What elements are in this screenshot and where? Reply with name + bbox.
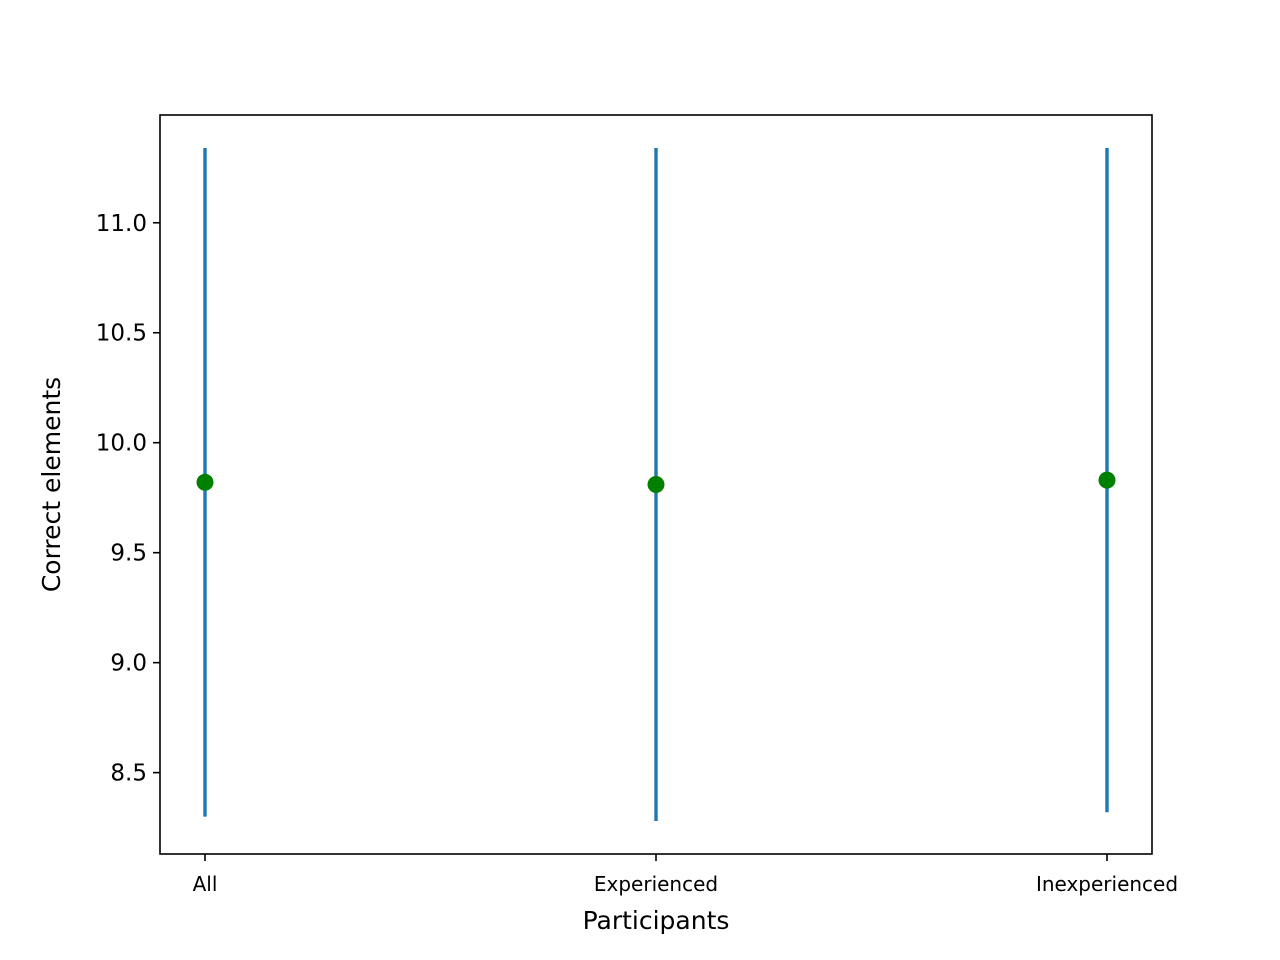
- x-tick-label: Experienced: [594, 872, 718, 896]
- x-tick-label: Inexperienced: [1036, 872, 1178, 896]
- y-tick-label: 9.5: [110, 541, 147, 567]
- y-axis-label: Correct elements: [37, 377, 66, 592]
- x-axis-ticks: All Experienced Inexperienced: [193, 854, 1178, 896]
- y-tick-label: 10.0: [96, 431, 147, 457]
- y-axis-ticks: 8.5 9.0 9.5 10.0 10.5 11.0: [96, 211, 160, 787]
- x-tick-label: All: [193, 872, 218, 896]
- y-tick-label: 8.5: [110, 761, 147, 787]
- plot-area: [196, 147, 1116, 822]
- data-point: [647, 476, 665, 493]
- y-tick-label: 10.5: [96, 321, 147, 347]
- x-axis-label: Participants: [583, 906, 730, 935]
- y-tick-label: 9.0: [110, 651, 147, 677]
- data-point: [1098, 471, 1116, 489]
- data-point: [196, 473, 214, 491]
- y-tick-label: 11.0: [96, 211, 147, 237]
